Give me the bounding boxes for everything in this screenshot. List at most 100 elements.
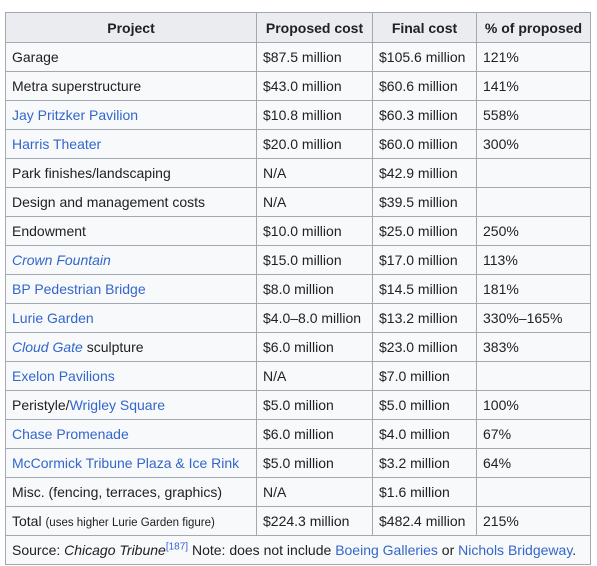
- proposed-cost-cell: $6.0 million: [256, 419, 373, 449]
- proposed-cost-cell: $10.0 million: [256, 216, 373, 246]
- total-label-cell: Total (uses higher Lurie Garden figure): [5, 506, 257, 536]
- header-percent-of-proposed[interactable]: % of proposed: [476, 12, 591, 43]
- final-cost-cell: $14.5 million: [372, 274, 477, 304]
- table-row: Cloud Gate sculpture $6.0 million $23.0 mi…: [5, 332, 591, 362]
- final-cost-cell: $4.0 million: [372, 419, 477, 449]
- percent-cell: 558%: [476, 100, 591, 130]
- project-cell: Crown Fountain: [5, 245, 257, 275]
- header-final-cost[interactable]: Final cost: [372, 12, 477, 43]
- proposed-cost-cell: $20.0 million: [256, 129, 373, 159]
- header-project[interactable]: Project: [5, 12, 257, 43]
- final-cost-cell: $105.6 million: [372, 42, 477, 72]
- project-name: Endowment: [12, 223, 86, 239]
- table-row: Garage $87.5 million $105.6 million 121%: [5, 42, 591, 72]
- final-cost-cell: $60.6 million: [372, 71, 477, 101]
- table-row: Metra superstructure $43.0 million $60.6 m…: [5, 71, 591, 101]
- percent-cell: 100%: [476, 390, 591, 420]
- source-name: Chicago Tribune: [64, 542, 166, 558]
- footer-or: or: [437, 542, 459, 558]
- percent-cell: 64%: [476, 448, 591, 478]
- final-cost-cell: $3.2 million: [372, 448, 477, 478]
- percent-cell: 67%: [476, 419, 591, 449]
- table-row: Crown Fountain $15.0 million $17.0 million…: [5, 245, 591, 275]
- project-link[interactable]: Cloud Gate: [12, 339, 83, 355]
- project-cell: Peristyle/Wrigley Square: [5, 390, 257, 420]
- percent-cell: 330%–165%: [476, 303, 591, 333]
- project-link[interactable]: Lurie Garden: [12, 310, 94, 326]
- footer-note: Note: does not include: [188, 542, 336, 558]
- final-cost-cell: $42.9 million: [372, 158, 477, 188]
- project-link[interactable]: Chase Promenade: [12, 426, 129, 442]
- percent-cell: [476, 477, 591, 507]
- proposed-cost-cell: N/A: [256, 477, 373, 507]
- percent-cell: 181%: [476, 274, 591, 304]
- table-wrapper: Project Proposed cost Final cost % of pr…: [5, 12, 591, 565]
- total-proposed-cost: $224.3 million: [256, 506, 373, 536]
- project-name: Park finishes/landscaping: [12, 165, 171, 181]
- total-label: Total: [12, 513, 42, 529]
- total-percent: 215%: [476, 506, 591, 536]
- final-cost-cell: $39.5 million: [372, 187, 477, 217]
- final-cost-cell: $13.2 million: [372, 303, 477, 333]
- nichols-bridgeway-link[interactable]: Nichols Bridgeway: [458, 542, 573, 558]
- project-link[interactable]: Crown Fountain: [12, 252, 111, 268]
- footer-end: .: [572, 542, 577, 558]
- proposed-cost-cell: $5.0 million: [256, 448, 373, 478]
- proposed-cost-cell: $43.0 million: [256, 71, 373, 101]
- project-name: Misc. (fencing, terraces, graphics): [12, 484, 223, 500]
- table-row: Park finishes/landscaping N/A $42.9 millio…: [5, 158, 591, 188]
- project-link[interactable]: McCormick Tribune Plaza & Ice Rink: [12, 455, 240, 471]
- percent-cell: 113%: [476, 245, 591, 275]
- project-link[interactable]: Wrigley Square: [69, 397, 166, 413]
- proposed-cost-cell: $10.8 million: [256, 100, 373, 130]
- project-cell: Garage: [5, 42, 257, 72]
- final-cost-cell: $25.0 million: [372, 216, 477, 246]
- total-final-cost: $482.4 million: [372, 506, 477, 536]
- cost-table: Project Proposed cost Final cost % of pr…: [5, 12, 591, 565]
- project-link[interactable]: Exelon Pavilions: [12, 368, 115, 384]
- project-link[interactable]: Harris Theater: [12, 136, 102, 152]
- percent-cell: 300%: [476, 129, 591, 159]
- final-cost-cell: $7.0 million: [372, 361, 477, 391]
- proposed-cost-cell: N/A: [256, 187, 373, 217]
- final-cost-cell: $60.0 million: [372, 129, 477, 159]
- project-link[interactable]: Jay Pritzker Pavilion: [12, 107, 139, 123]
- proposed-cost-cell: N/A: [256, 361, 373, 391]
- project-cell: Misc. (fencing, terraces, graphics): [5, 477, 257, 507]
- project-cell: Metra superstructure: [5, 71, 257, 101]
- percent-cell: 121%: [476, 42, 591, 72]
- percent-cell: [476, 187, 591, 217]
- table-row: Peristyle/Wrigley Square $5.0 million $5.0…: [5, 390, 591, 420]
- final-cost-cell: $1.6 million: [372, 477, 477, 507]
- source-note: Source: Chicago Tribune[187] Note: does …: [5, 535, 591, 565]
- project-cell: McCormick Tribune Plaza & Ice Rink: [5, 448, 257, 478]
- table-row: Endowment $10.0 million $25.0 million 250%: [5, 216, 591, 246]
- project-prefix: Peristyle/: [12, 397, 70, 413]
- total-row: Total (uses higher Lurie Garden figure) …: [5, 506, 591, 536]
- project-cell: Lurie Garden: [5, 303, 257, 333]
- proposed-cost-cell: $15.0 million: [256, 245, 373, 275]
- project-cell: Jay Pritzker Pavilion: [5, 100, 257, 130]
- percent-cell: 383%: [476, 332, 591, 362]
- proposed-cost-cell: $6.0 million: [256, 332, 373, 362]
- table-body: Garage $87.5 million $105.6 million 121% Met…: [5, 42, 591, 507]
- table-row: Exelon Pavilions N/A $7.0 million: [5, 361, 591, 391]
- final-cost-cell: $23.0 million: [372, 332, 477, 362]
- final-cost-cell: $60.3 million: [372, 100, 477, 130]
- table-row: Chase Promenade $6.0 million $4.0 million 6…: [5, 419, 591, 449]
- project-name: Metra superstructure: [12, 78, 142, 94]
- project-cell: Exelon Pavilions: [5, 361, 257, 391]
- final-cost-cell: $5.0 million: [372, 390, 477, 420]
- project-link[interactable]: BP Pedestrian Bridge: [12, 281, 146, 297]
- project-cell: Endowment: [5, 216, 257, 246]
- reference-link[interactable]: [187]: [165, 541, 189, 553]
- boeing-galleries-link[interactable]: Boeing Galleries: [335, 542, 438, 558]
- project-name: Design and management costs: [12, 194, 205, 210]
- total-note: (uses higher Lurie Garden figure): [45, 517, 215, 529]
- header-proposed-cost[interactable]: Proposed cost: [256, 12, 373, 43]
- proposed-cost-cell: N/A: [256, 158, 373, 188]
- table-row: Jay Pritzker Pavilion $10.8 million $60.3 …: [5, 100, 591, 130]
- project-cell: Chase Promenade: [5, 419, 257, 449]
- project-cell: Cloud Gate sculpture: [5, 332, 257, 362]
- table-row: Misc. (fencing, terraces, graphics) N/A $1…: [5, 477, 591, 507]
